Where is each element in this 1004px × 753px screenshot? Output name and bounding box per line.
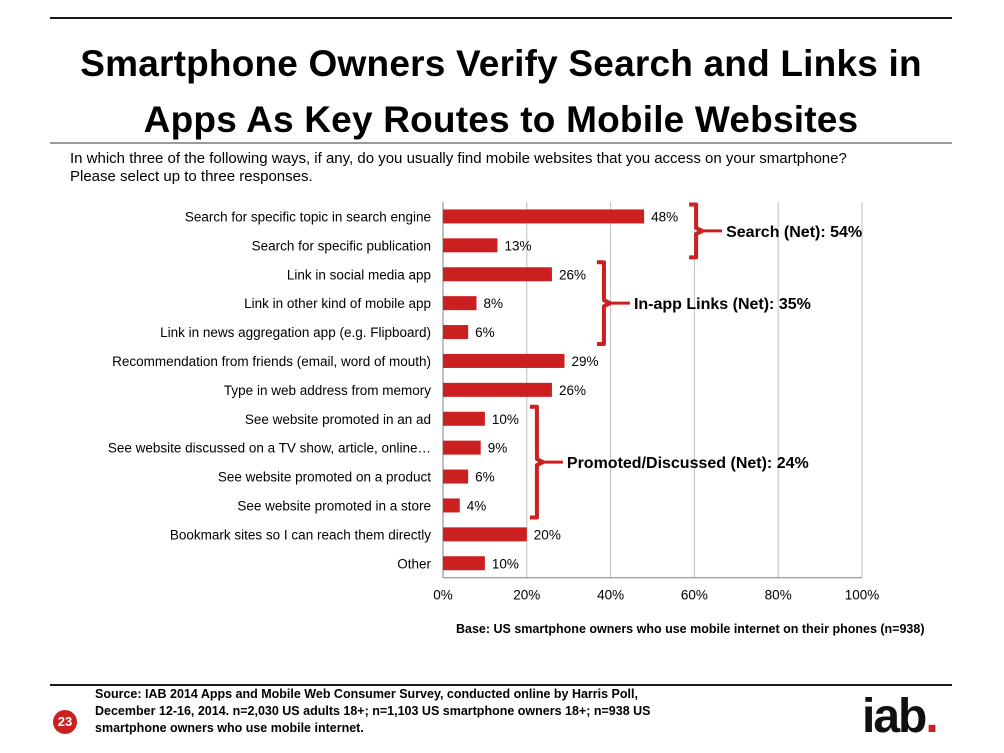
- bar: [443, 382, 552, 397]
- category-label: See website promoted on a product: [218, 470, 431, 485]
- data-label: 9%: [488, 441, 508, 456]
- bar: [443, 527, 527, 542]
- iab-logo: iab.: [862, 689, 939, 745]
- group-net-label: In-app Links (Net): 35%: [634, 296, 811, 313]
- bar: [443, 469, 469, 484]
- logo-text: iab: [862, 690, 927, 743]
- category-label: Recommendation from friends (email, word…: [112, 354, 431, 369]
- category-label: Type in web address from memory: [224, 383, 431, 398]
- x-tick-label: 40%: [597, 588, 624, 603]
- category-label: Link in news aggregation app (e.g. Flipb…: [160, 325, 431, 340]
- data-label: 10%: [492, 412, 519, 427]
- category-label: Link in other kind of mobile app: [244, 296, 431, 311]
- category-label: Bookmark sites so I can reach them direc…: [170, 527, 431, 542]
- group-bracket: [596, 260, 612, 347]
- data-label: 48%: [651, 209, 678, 224]
- base-note: Base: US smartphone owners who use mobil…: [456, 622, 925, 636]
- title-line-1: Smartphone Owners Verify Search and Link…: [80, 43, 922, 84]
- bar: [443, 440, 481, 455]
- category-label: Link in social media app: [287, 267, 431, 282]
- bar: [443, 296, 477, 311]
- data-label: 6%: [475, 470, 495, 485]
- logo-dot: .: [925, 690, 938, 743]
- group-bracket: [689, 202, 705, 260]
- page-number-badge: 23: [53, 710, 77, 734]
- x-tick-label: 0%: [433, 588, 453, 603]
- category-label: See website discussed on a TV show, arti…: [108, 441, 431, 456]
- data-label: 29%: [572, 354, 599, 369]
- data-label: 13%: [504, 238, 531, 253]
- bar: [443, 353, 565, 368]
- survey-question: In which three of the following ways, if…: [70, 150, 950, 186]
- top-rule: [50, 17, 952, 19]
- bar: [443, 325, 469, 340]
- bar: [443, 267, 552, 282]
- category-label: Search for specific topic in search engi…: [185, 209, 431, 224]
- x-tick-label: 80%: [765, 588, 792, 603]
- source-note: Source: IAB 2014 Apps and Mobile Web Con…: [95, 686, 735, 737]
- category-label: Other: [397, 556, 431, 571]
- data-label: 20%: [534, 527, 561, 542]
- category-label: See website promoted in a store: [237, 498, 431, 513]
- data-label: 8%: [484, 296, 504, 311]
- question-line-2: Please select up to three responses.: [70, 168, 313, 185]
- data-label: 4%: [467, 498, 487, 513]
- bar: [443, 411, 485, 426]
- x-tick-label: 60%: [681, 588, 708, 603]
- data-label: 6%: [475, 325, 495, 340]
- slide-title: Smartphone Owners Verify Search and Link…: [50, 36, 952, 148]
- group-net-label: Promoted/Discussed (Net): 24%: [567, 455, 809, 472]
- data-label: 26%: [559, 383, 586, 398]
- bar: [443, 238, 498, 253]
- footer-rule: [50, 684, 952, 686]
- x-tick-label: 100%: [845, 588, 880, 603]
- title-line-2: Apps As Key Routes to Mobile Websites: [143, 99, 859, 140]
- category-label: Search for specific publication: [252, 238, 431, 253]
- bar: [443, 209, 645, 224]
- source-line-1: Source: IAB 2014 Apps and Mobile Web Con…: [95, 687, 638, 701]
- data-label: 10%: [492, 556, 519, 571]
- group-bracket: [529, 404, 545, 520]
- source-line-2: December 12-16, 2014. n=2,030 US adults …: [95, 704, 651, 718]
- data-label: 26%: [559, 267, 586, 282]
- source-line-3: smartphone owners who use mobile interne…: [95, 721, 364, 735]
- question-line-1: In which three of the following ways, if…: [70, 150, 847, 167]
- bar: [443, 556, 485, 571]
- category-label: See website promoted in an ad: [245, 412, 431, 427]
- bar: [443, 498, 460, 513]
- title-underline: [50, 142, 952, 144]
- x-tick-label: 20%: [513, 588, 540, 603]
- group-net-label: Search (Net): 54%: [726, 224, 862, 241]
